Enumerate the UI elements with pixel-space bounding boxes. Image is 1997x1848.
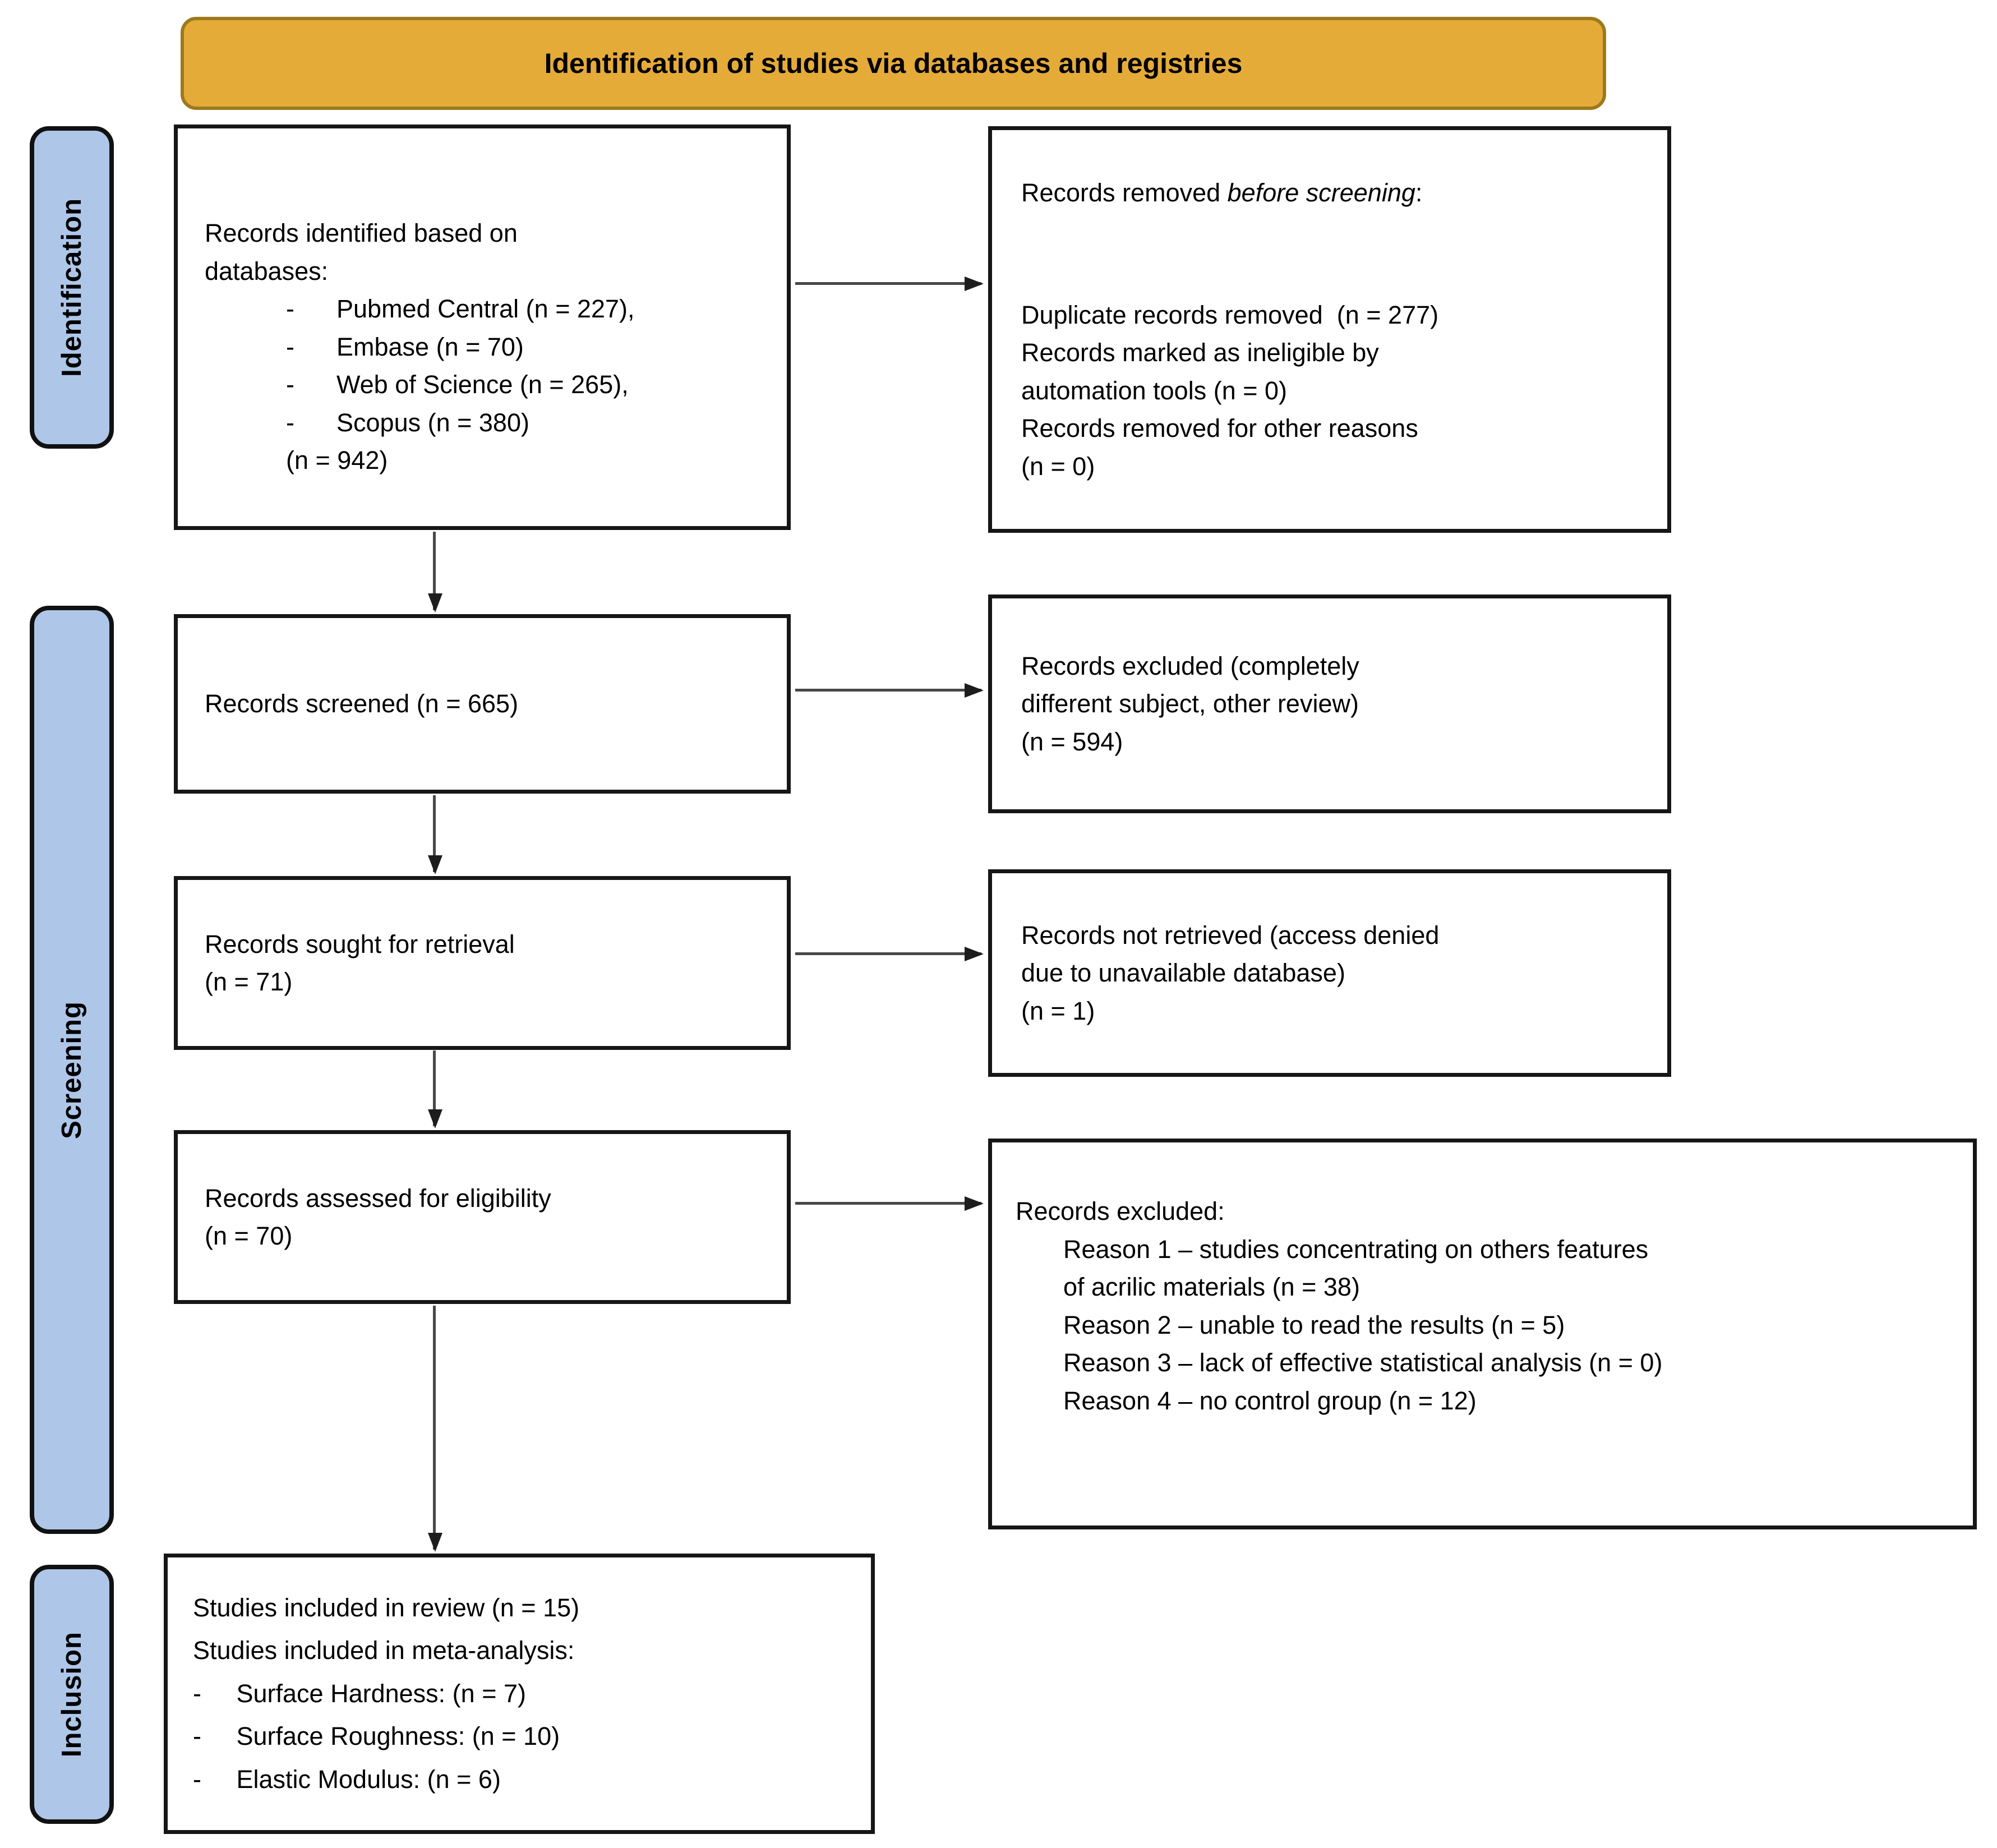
box-studies-included: Studies included in review (n = 15) Studi…: [164, 1554, 875, 1834]
box-records-screened: Records screened (n = 665): [174, 614, 791, 794]
box-records-sought: Records sought for retrieval (n = 71): [174, 876, 791, 1050]
stage-label-screening: Screening: [57, 1001, 87, 1139]
title-banner: Identification of studies via databases …: [181, 17, 1606, 110]
records-identified-heading: Records identified based on databases:: [205, 219, 518, 285]
studies-included-text: Studies included in review (n = 15) Studi…: [193, 1593, 580, 1794]
stage-bar-identification: Identification: [30, 126, 114, 449]
arrow-identified-to-removed-icon: [795, 276, 984, 291]
stage-bar-screening: Screening: [30, 606, 114, 1534]
records-sought-text: Records sought for retrieval (n = 71): [205, 929, 515, 997]
box-records-removed-before-screening: Records removed before screening: Duplic…: [988, 126, 1671, 533]
stage-label-identification: Identification: [57, 198, 87, 377]
records-excluded-eligibility-reasons: Reason 1 – studies concentrating on othe…: [1063, 1234, 1663, 1415]
records-identified-database-list: - Pubmed Central (n = 227), - Embase (n =…: [286, 294, 635, 475]
box-records-assessed: Records assessed for eligibility (n = 70): [174, 1130, 791, 1304]
box-records-identified: Records identified based on databases: - …: [174, 125, 791, 530]
records-not-retrieved-text: Records not retrieved (access denied due …: [1021, 920, 1440, 1025]
records-removed-details: Duplicate records removed (n = 277) Recor…: [1021, 300, 1439, 481]
records-excluded-eligibility-heading: Records excluded:: [1016, 1197, 1225, 1225]
stage-bar-inclusion: Inclusion: [30, 1565, 114, 1824]
records-removed-heading-suffix: :: [1415, 178, 1423, 207]
records-removed-heading-italic: before screening: [1227, 178, 1415, 207]
records-removed-heading: Records removed before screening:: [1021, 174, 1656, 212]
arrow-sought-to-assessed-icon: [428, 1050, 442, 1128]
stage-label-inclusion: Inclusion: [57, 1631, 87, 1758]
arrow-assessed-to-included-icon: [428, 1306, 442, 1552]
box-records-excluded-eligibility: Records excluded: Reason 1 – studies con…: [988, 1139, 1977, 1529]
arrow-assessed-to-excluded-icon: [795, 1196, 984, 1211]
box-records-not-retrieved: Records not retrieved (access denied due …: [988, 869, 1671, 1077]
arrow-screened-to-sought-icon: [428, 795, 442, 874]
box-records-excluded-screening: Records excluded (completely different su…: [988, 595, 1671, 813]
arrow-identified-to-screened-icon: [428, 532, 442, 612]
records-screened-text: Records screened (n = 665): [205, 689, 519, 718]
arrow-screened-to-excluded-icon: [795, 683, 984, 698]
arrow-sought-to-not-retrieved-icon: [795, 947, 984, 961]
records-excluded-screening-text: Records excluded (completely different su…: [1021, 651, 1359, 756]
records-assessed-text: Records assessed for eligibility (n = 70): [205, 1183, 551, 1251]
records-removed-heading-prefix: Records removed: [1021, 178, 1228, 207]
diagram-title: Identification of studies via databases …: [544, 48, 1243, 79]
